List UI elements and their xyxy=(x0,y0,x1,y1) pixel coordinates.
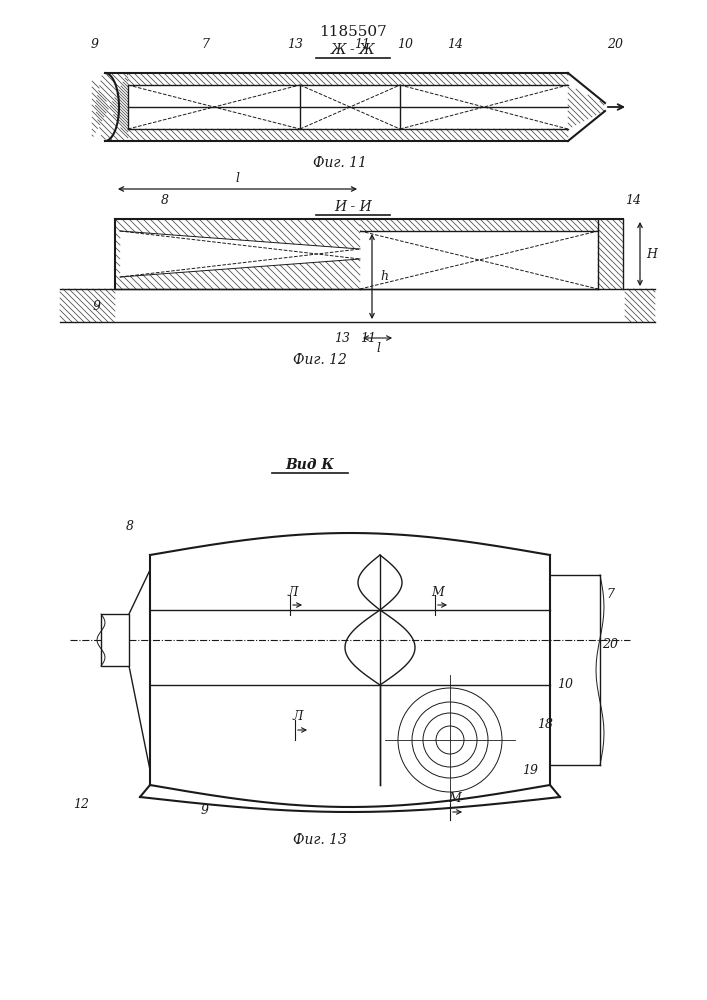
Text: 10: 10 xyxy=(397,38,413,51)
Text: 11: 11 xyxy=(360,332,376,344)
Text: Л: Л xyxy=(293,710,303,724)
Text: 14: 14 xyxy=(447,38,463,51)
Text: 12: 12 xyxy=(73,798,89,812)
Text: 13: 13 xyxy=(334,332,350,344)
Text: М: М xyxy=(432,585,445,598)
Text: h: h xyxy=(380,270,388,284)
Text: 7: 7 xyxy=(201,38,209,51)
Text: H: H xyxy=(647,247,658,260)
Text: l: l xyxy=(235,172,239,184)
Text: И - И: И - И xyxy=(334,200,372,214)
Text: 20: 20 xyxy=(607,38,623,51)
Text: Фиг. 13: Фиг. 13 xyxy=(293,833,347,847)
Text: 14: 14 xyxy=(625,194,641,208)
Text: Ж - Ж: Ж - Ж xyxy=(331,43,375,57)
Text: 10: 10 xyxy=(557,678,573,692)
Text: 9: 9 xyxy=(91,38,99,51)
Text: 20: 20 xyxy=(602,639,618,652)
Text: 9: 9 xyxy=(201,804,209,816)
Text: М: М xyxy=(449,792,462,806)
Text: 7: 7 xyxy=(606,588,614,601)
Text: 11: 11 xyxy=(354,38,370,51)
Text: 1185507: 1185507 xyxy=(319,25,387,39)
Text: 13: 13 xyxy=(287,38,303,51)
Text: Л: Л xyxy=(288,585,298,598)
Text: 8: 8 xyxy=(161,194,169,208)
Text: l: l xyxy=(376,342,380,355)
Text: 9: 9 xyxy=(93,300,101,312)
Text: 8: 8 xyxy=(126,520,134,534)
Bar xyxy=(101,614,129,666)
Text: Вид К: Вид К xyxy=(286,458,334,472)
Text: 18: 18 xyxy=(537,718,553,732)
Text: Фиг. 11: Фиг. 11 xyxy=(313,156,367,170)
Text: 19: 19 xyxy=(522,764,538,776)
Text: Фиг. 12: Фиг. 12 xyxy=(293,353,347,367)
